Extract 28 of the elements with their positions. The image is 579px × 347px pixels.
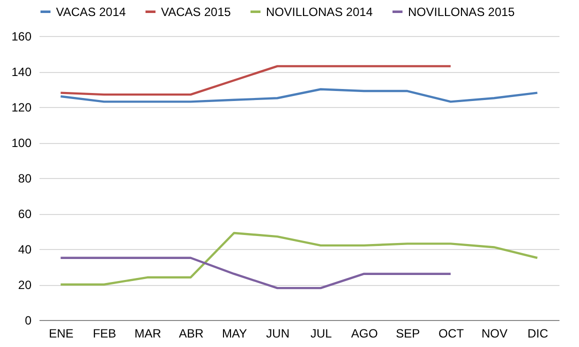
legend-label: NOVILLONAS 2015 xyxy=(408,4,516,19)
x-tick-label: SEP xyxy=(396,326,420,340)
x-tick-label: ABR xyxy=(178,326,204,340)
y-tick-label: 120 xyxy=(11,100,32,114)
x-tick-label: MAY xyxy=(222,326,248,340)
x-tick-label: DIC xyxy=(527,326,548,340)
x-tick-label: AGO xyxy=(351,326,378,340)
x-tick-label: OCT xyxy=(438,326,464,340)
legend-label: VACAS 2014 xyxy=(56,4,126,19)
x-tick-label: ENE xyxy=(48,326,74,340)
y-tick-label: 160 xyxy=(11,30,32,44)
x-tick-label: FEB xyxy=(92,326,116,340)
line-series xyxy=(60,88,538,103)
y-tick-label: 40 xyxy=(18,242,32,256)
y-tick-label: 60 xyxy=(18,207,32,221)
y-tick-label: 80 xyxy=(18,172,32,186)
legend-label: VACAS 2015 xyxy=(161,4,232,19)
y-tick-label: 140 xyxy=(11,65,32,79)
y-tick-label: 0 xyxy=(24,314,32,328)
y-tick-label: 100 xyxy=(11,136,32,150)
line-series xyxy=(60,65,452,96)
x-tick-label: JUN xyxy=(266,326,290,340)
x-tick-label: JUL xyxy=(310,326,332,340)
x-tick-label: MAR xyxy=(134,326,162,340)
legend-label: NOVILLONAS 2014 xyxy=(266,4,374,19)
line-series xyxy=(60,232,538,286)
x-tick-label: NOV xyxy=(481,326,508,340)
y-tick-label: 20 xyxy=(18,278,32,292)
